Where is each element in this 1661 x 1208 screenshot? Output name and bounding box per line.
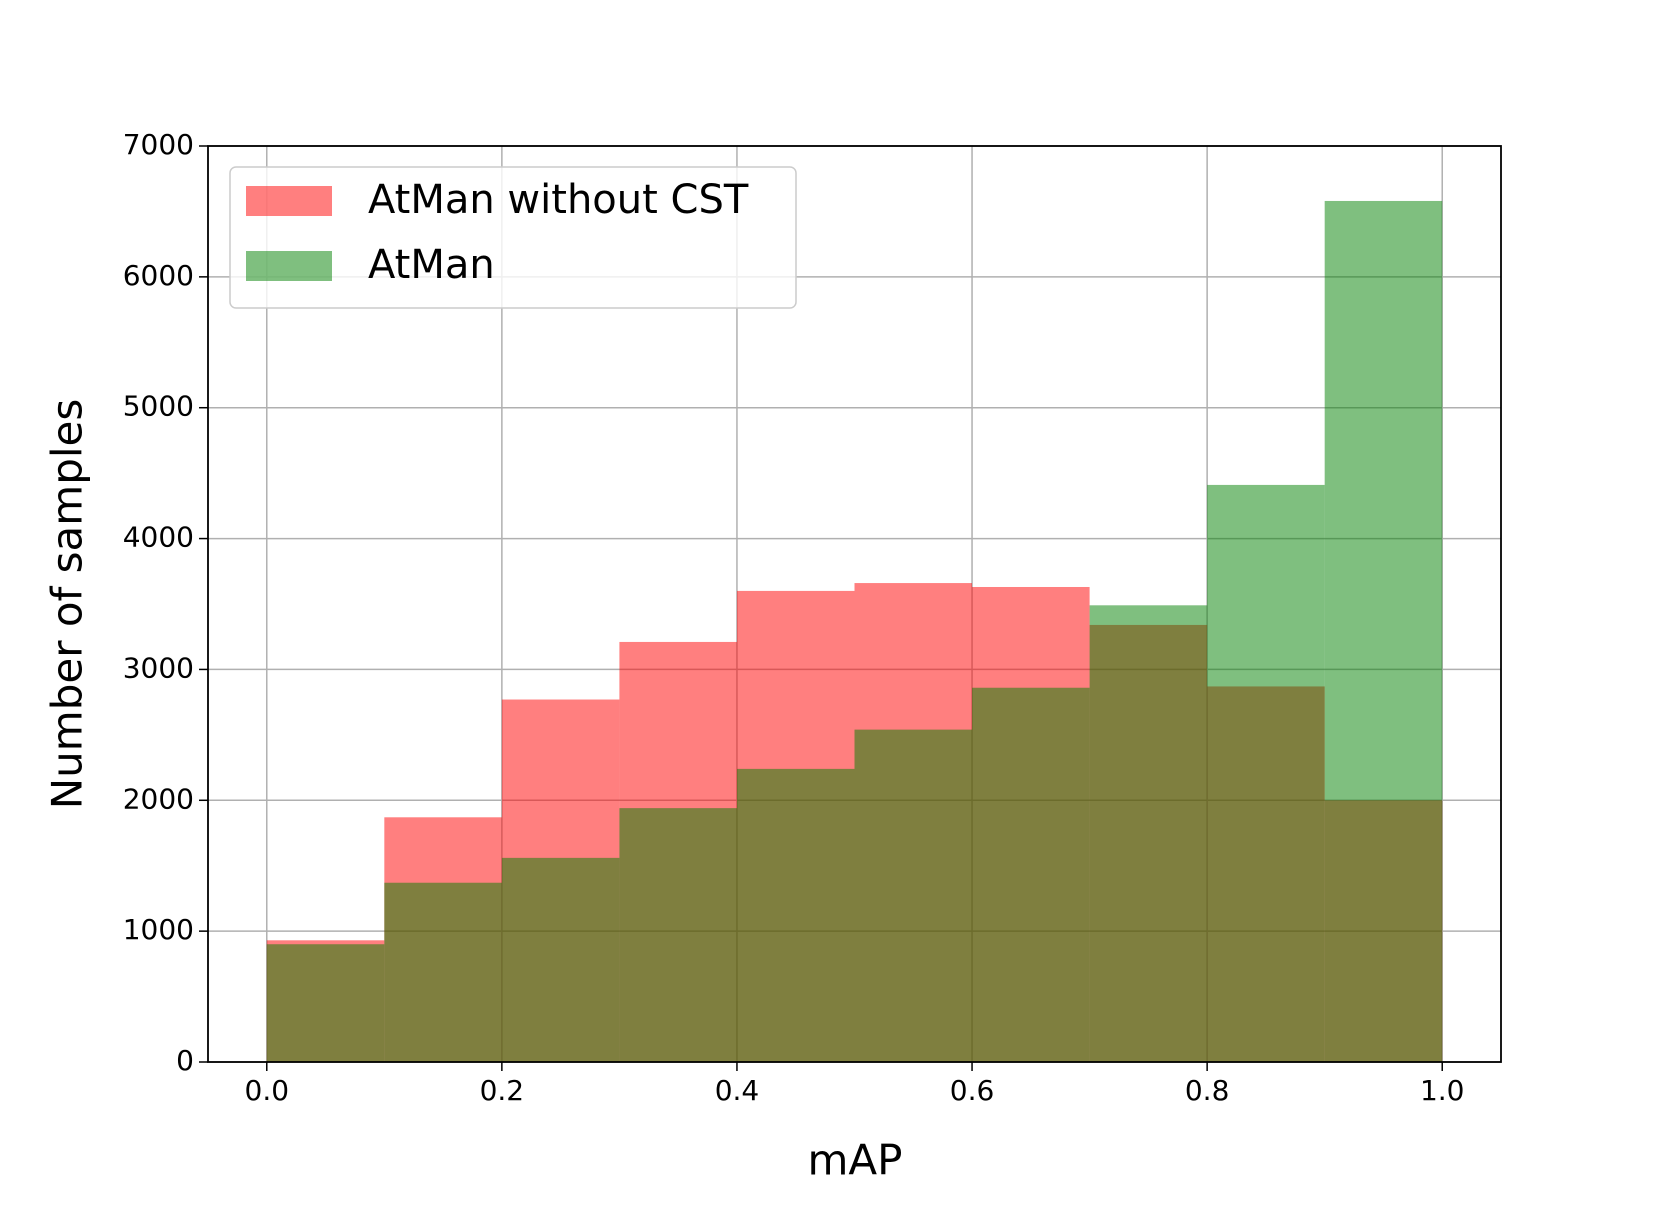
bar xyxy=(1324,200,1443,1062)
legend-label: AtMan xyxy=(368,242,495,288)
legend-swatch xyxy=(246,251,332,281)
bar xyxy=(501,857,620,1062)
y-tick-label: 6000 xyxy=(123,259,194,292)
y-tick-label: 1000 xyxy=(123,913,194,946)
bars xyxy=(266,200,1443,1062)
bar xyxy=(266,944,385,1062)
x-tick-label: 0.0 xyxy=(245,1074,290,1107)
y-tick-label: 2000 xyxy=(123,782,194,815)
x-tick-label: 0.4 xyxy=(715,1074,760,1107)
x-tick-label: 0.2 xyxy=(480,1074,525,1107)
legend: AtMan without CST AtMan xyxy=(229,166,797,309)
bar xyxy=(736,768,855,1062)
bar xyxy=(619,808,737,1062)
bar xyxy=(1089,605,1208,1062)
x-tick-label: 0.6 xyxy=(950,1074,995,1107)
y-tick-label: 7000 xyxy=(123,128,194,161)
legend-swatch xyxy=(246,186,332,216)
y-tick-label: 0 xyxy=(176,1044,194,1077)
x-tick-label: 1.0 xyxy=(1420,1074,1465,1107)
bar xyxy=(1207,484,1325,1062)
y-tick-label: 3000 xyxy=(123,651,194,684)
axes: 0 1000 2000 3000 4000 5000 6000 7000 0.0 0.2 0.4 0.… xyxy=(123,128,1502,1107)
bar xyxy=(384,882,502,1062)
bar xyxy=(972,687,1090,1062)
legend-frame xyxy=(229,166,797,309)
y-axis-label: Number of samples xyxy=(43,399,92,809)
legend-label: AtMan without CST xyxy=(368,177,749,223)
plot-frame xyxy=(207,145,1502,1063)
y-tick-label: 4000 xyxy=(123,521,194,554)
bar xyxy=(854,729,973,1062)
y-tick-label: 5000 xyxy=(123,390,194,423)
x-tick-label: 0.8 xyxy=(1185,1074,1230,1107)
x-axis-label: mAP xyxy=(808,1136,903,1185)
